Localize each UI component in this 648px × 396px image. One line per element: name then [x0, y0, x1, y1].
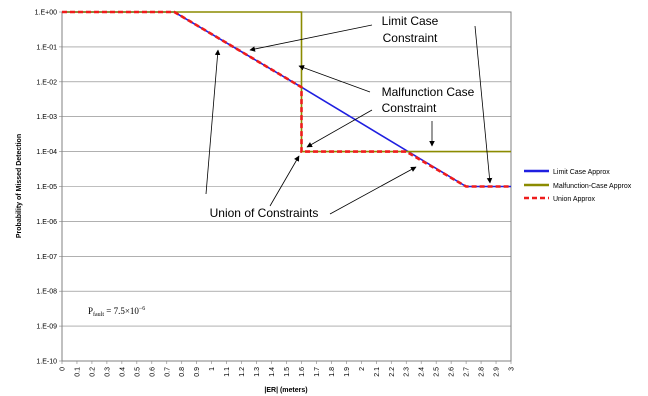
- y-tick-label: 1.E-02: [36, 79, 57, 86]
- x-tick-label: 1.5: [284, 367, 291, 377]
- arrow-limit-to-line: [249, 24, 373, 52]
- pfault-annotation: Pfault = 7.5×10−6: [88, 306, 145, 318]
- legend-label-malfunction-case: Malfunction-Case Approx: [553, 183, 632, 190]
- x-tick-label: 1.4: [269, 367, 276, 377]
- x-tick-label: 1.8: [329, 367, 336, 377]
- x-tick-label: 1.7: [314, 367, 321, 377]
- x-tick-label: 0.5: [134, 367, 141, 377]
- arrow-malfunction-to-step: [306, 109, 373, 148]
- x-tick-label: 0.6: [149, 367, 156, 377]
- x-tick-label: 2: [359, 367, 366, 371]
- x-tick-label: 1.6: [299, 367, 306, 377]
- x-tick-label: 2.8: [479, 367, 486, 377]
- legend: Limit Case Approx Malfunction-Case Appro…: [524, 169, 632, 203]
- annotation-malfunction-case-line2: Constraint: [382, 101, 437, 115]
- series-union: [62, 10, 511, 188]
- gridlines: [59, 11, 512, 364]
- x-tick-label: 2.5: [434, 367, 441, 377]
- arrow-limit-to-end: [474, 25, 493, 184]
- x-tick-label: 0.9: [194, 367, 201, 377]
- arrow-union-up-mid: [269, 155, 300, 207]
- x-tick-label: 1.2: [239, 367, 246, 377]
- x-tick-label: 1.9: [344, 367, 351, 377]
- annotation-arrows: [205, 24, 493, 215]
- x-tick-label: 2.4: [419, 367, 426, 377]
- x-tick-label: 0: [60, 367, 67, 371]
- y-tick-labels: 1.E+00 1.E-01 1.E-02 1.E-03 1.E-04 1.E-05 1.E-…: [35, 10, 57, 366]
- annotation-limit-case-line1: Limit Case: [382, 14, 439, 28]
- x-tick-label: 2.3: [404, 367, 411, 377]
- series-lines: [62, 10, 511, 188]
- y-tick-label: 1.E-10: [36, 359, 57, 366]
- legend-label-union: Union Approx: [553, 196, 596, 203]
- x-tick-label: 0.2: [89, 367, 96, 377]
- x-tick-labels: 0 0.1 0.2 0.3 0.4 0.5 0.6 0.7 0.8 0.9 1 1.1 1.2 1.3 1.…: [60, 367, 516, 377]
- y-tick-label: 1.E-04: [36, 149, 57, 156]
- y-tick-label: 1.E-06: [36, 219, 57, 226]
- y-tick-label: 1.E+00: [35, 10, 57, 17]
- y-axis-title: Probability of Missed Detection: [16, 134, 23, 238]
- annotation-malfunction-case-line1: Malfunction Case: [382, 85, 475, 99]
- x-tick-label: 0.4: [119, 367, 126, 377]
- y-tick-label: 1.E-09: [36, 324, 57, 331]
- x-tick-label: 0.8: [179, 367, 186, 377]
- y-tick-label: 1.E-08: [36, 289, 57, 296]
- x-tick-label: 1.3: [254, 367, 261, 377]
- x-tick-label: 2.2: [389, 367, 396, 377]
- x-tick-label: 0.7: [164, 367, 171, 377]
- x-tick-label: 1: [209, 367, 216, 371]
- x-tick-label: 3: [509, 367, 516, 371]
- y-tick-label: 1.E-05: [36, 184, 57, 191]
- y-tick-label: 1.E-03: [36, 114, 57, 121]
- x-tick-label: 2.6: [449, 367, 456, 377]
- y-tick-label: 1.E-01: [36, 44, 57, 51]
- annotation-limit-case-line2: Constraint: [383, 31, 438, 45]
- arrow-union-up-left: [205, 49, 221, 195]
- legend-label-limit-case: Limit Case Approx: [553, 169, 610, 176]
- arrow-union-right: [329, 166, 417, 215]
- x-tick-label: 2.1: [374, 367, 381, 377]
- y-tick-label: 1.E-07: [36, 254, 57, 261]
- annotation-union: Union of Constraints: [210, 206, 319, 220]
- x-tick-label: 0.3: [104, 367, 111, 377]
- x-tick-label: 2.7: [464, 367, 471, 377]
- x-tick-label: 1.1: [224, 367, 231, 377]
- x-tick-label: 0.1: [74, 367, 81, 377]
- series-malfunction-case: [62, 11, 511, 153]
- arrow-malfunction-to-corner: [298, 65, 371, 93]
- x-tick-label: 2.9: [494, 367, 501, 377]
- x-axis-title: |ER| (meters): [264, 387, 307, 394]
